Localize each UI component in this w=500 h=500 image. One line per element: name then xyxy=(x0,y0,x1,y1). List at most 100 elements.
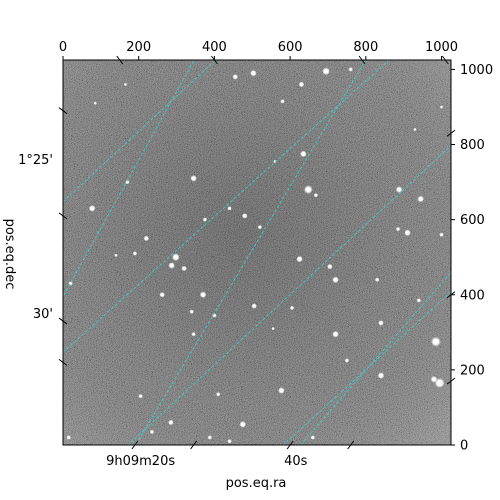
star-point xyxy=(377,372,385,379)
star-point xyxy=(298,81,305,88)
star-point xyxy=(378,320,384,326)
coordinate-grid xyxy=(63,60,451,445)
star-point xyxy=(199,291,207,299)
star-point xyxy=(322,67,330,76)
star-point xyxy=(344,358,350,363)
star-point xyxy=(66,435,71,440)
star-point xyxy=(241,213,248,219)
axes-layer: 0 200 400 600 800 1000 0 200 400 600 800 1000 xyxy=(58,40,493,454)
world-tick-mark xyxy=(190,440,197,450)
x-tick-label: 200 xyxy=(126,40,151,55)
grid-line xyxy=(127,144,451,445)
star-point xyxy=(273,159,277,164)
world-tick-mark xyxy=(446,377,456,385)
sky-image xyxy=(63,60,451,445)
x-tick-label: 1000 xyxy=(425,40,458,55)
y-axis-label: pos.eq.dec xyxy=(2,219,17,290)
star-point xyxy=(257,224,263,230)
star-point xyxy=(215,392,221,397)
star-point xyxy=(88,205,96,212)
y-tick-label: 600 xyxy=(460,213,485,228)
grid-line xyxy=(135,60,367,445)
star-point xyxy=(289,305,295,311)
world-tick-mark xyxy=(58,317,68,325)
star-point xyxy=(125,179,130,185)
plot-frame xyxy=(62,59,452,446)
x-axis-label: pos.eq.ra xyxy=(226,476,287,491)
star-point xyxy=(303,185,313,195)
star-point xyxy=(332,330,339,338)
world-tick-mark xyxy=(441,55,449,65)
star-point xyxy=(395,226,401,232)
stars-layer xyxy=(66,67,445,444)
x-tick-label: 400 xyxy=(202,40,227,55)
star-point xyxy=(280,99,285,104)
star-point xyxy=(332,276,339,284)
x-tick-label: 800 xyxy=(353,40,378,55)
star-point xyxy=(430,336,441,347)
star-point xyxy=(374,277,380,282)
star-point xyxy=(227,206,232,211)
star-point xyxy=(138,393,143,399)
dec-tick-label: 1°25' xyxy=(18,153,53,168)
world-tick-mark xyxy=(58,107,68,115)
y-tick-label: 0 xyxy=(460,439,468,454)
star-point xyxy=(434,378,445,389)
ra-tick-label: 40s xyxy=(284,454,308,469)
star-point xyxy=(278,387,285,394)
star-point xyxy=(416,298,422,303)
world-tick-mark xyxy=(211,55,218,65)
star-point xyxy=(404,229,411,237)
world-tick-mark xyxy=(131,440,139,450)
star-point xyxy=(190,174,197,182)
star-point xyxy=(149,429,155,435)
star-point xyxy=(227,438,232,444)
star-point xyxy=(296,255,303,263)
grid-line xyxy=(63,60,217,203)
star-point xyxy=(439,105,444,109)
image-vignette xyxy=(63,60,451,445)
star-point xyxy=(191,331,196,337)
world-tick-mark xyxy=(446,129,456,137)
x-tick-label: 0 xyxy=(59,40,67,55)
star-point xyxy=(395,186,403,193)
grid-line xyxy=(63,60,195,298)
world-tick-mark xyxy=(446,291,456,299)
world-tick-mark xyxy=(358,55,366,65)
grid-line xyxy=(299,271,451,445)
star-point xyxy=(239,420,247,428)
star-point xyxy=(132,251,138,256)
star-point xyxy=(159,291,165,298)
star-point xyxy=(168,262,175,269)
star-point xyxy=(168,419,174,426)
world-tick-mark xyxy=(116,55,124,65)
star-point xyxy=(207,435,213,440)
star-point xyxy=(439,232,444,237)
star-point xyxy=(93,101,97,105)
star-point xyxy=(202,217,208,222)
star-point xyxy=(417,195,425,203)
grid-line xyxy=(63,60,390,353)
star-point xyxy=(310,435,316,440)
world-tick-mark xyxy=(58,212,68,220)
star-point xyxy=(189,309,194,314)
star-point xyxy=(123,82,128,87)
star-point xyxy=(251,303,257,309)
star-point xyxy=(171,253,180,262)
star-point xyxy=(327,263,333,270)
star-point xyxy=(181,265,187,272)
ra-tick-label: 9h09m20s xyxy=(106,454,175,469)
star-point xyxy=(430,375,438,383)
star-point xyxy=(313,192,319,198)
star-point xyxy=(114,253,118,258)
x-tick-label: 600 xyxy=(278,40,303,55)
star-point xyxy=(300,150,307,158)
dec-tick-label: 30' xyxy=(33,307,53,322)
star-point xyxy=(232,74,239,80)
world-tick-mark xyxy=(58,358,68,366)
star-point xyxy=(348,67,353,72)
y-tick-label: 200 xyxy=(460,363,485,378)
star-point xyxy=(413,127,417,132)
star-point xyxy=(143,235,150,242)
y-tick-label: 400 xyxy=(460,288,485,303)
